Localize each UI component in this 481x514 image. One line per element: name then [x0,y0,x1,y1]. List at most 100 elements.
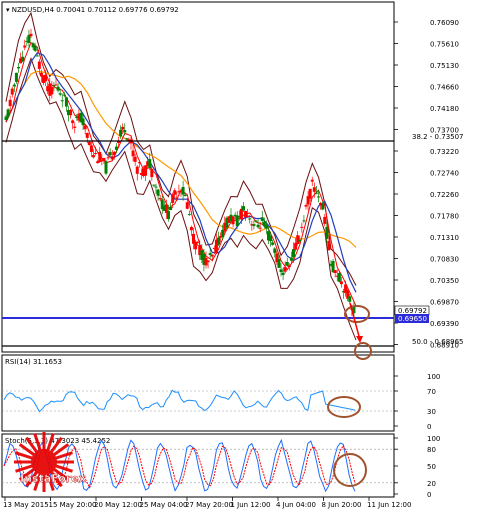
price-tick-label: 0.73700 [430,127,459,135]
stoch-signal-line [3,444,356,489]
price-tick-label: 0.74660 [430,84,459,92]
candle-body [208,253,212,256]
time-tick-label: 27 May 20:00 [185,501,233,509]
candle-body [33,45,37,51]
candle-body [244,211,248,218]
candle-body [285,262,289,266]
candle-body [217,237,220,245]
candle-body [237,216,241,218]
candle-body [231,216,235,225]
rsi-tick-label: 0 [427,423,431,431]
candle-body [144,165,148,176]
candle-body [127,139,131,141]
candle-body [271,242,275,245]
support-price-label: 0.69650 [398,315,427,323]
watermark-text: InstaForex [20,472,86,485]
candle-body [54,84,58,86]
stoch-tick-label: 0 [427,491,431,499]
candle-body [306,196,310,205]
candle-body [298,239,302,242]
candle-body [108,152,112,156]
candle-body [169,206,173,211]
candle-body [27,35,31,44]
candle-body [348,296,352,302]
candle-body [173,190,177,195]
candle-body [344,284,348,294]
candle-body [204,257,208,266]
candle-body [58,93,62,95]
candle-body [292,249,295,258]
candle-body [229,214,233,222]
price-tick-label: 0.71780 [430,213,459,221]
candle-body [23,45,27,48]
candle-body [121,126,125,130]
price-tick-label: 0.71310 [430,234,459,242]
candle-body [206,260,210,263]
candle-body [4,116,8,121]
candle-body [162,205,166,211]
candle-body [167,211,170,220]
candle-body [46,86,50,92]
candle-body [219,235,223,238]
time-tick-label: 1 Jun 12:00 [231,501,271,509]
candle-body [77,113,81,121]
candle-body [21,56,25,62]
rsi-panel[interactable] [1,354,395,432]
candle-body [289,257,293,261]
candle-body [10,88,14,95]
candle-body [250,224,254,226]
candle-body [325,226,329,239]
price-tick-label: 0.69870 [430,299,459,307]
price-plot [4,11,357,341]
bollinger-lower-line [5,57,357,341]
candle-body [296,235,300,245]
candle-body [35,55,39,57]
stoch-tick-label: 20 [427,480,436,488]
candle-body [87,141,91,146]
candle-body [352,306,356,314]
candle-body [148,159,152,168]
candle-body [142,168,145,177]
price-tick-label: 0.72740 [430,170,459,178]
candle-body [321,203,325,210]
candle-body [223,222,227,232]
candle-body [248,218,252,220]
candle-body [246,215,250,217]
candle-body [342,291,345,293]
candle-body [104,161,108,174]
candle-body [12,84,16,87]
candle-body [100,160,104,162]
candle-body [179,190,183,192]
annotation-arrow [349,302,361,341]
candle-body [81,118,85,126]
candle-body [300,226,304,228]
candle-body [196,241,200,243]
candle-body [156,189,160,196]
candle-body [160,199,164,210]
candle-body [319,202,323,206]
annotation-circle-stoch [333,453,367,487]
current-price-label: 0.69792 [398,307,427,315]
candle-body [317,196,320,198]
candle-body [312,187,316,192]
candle-body [42,75,45,83]
candle-body [210,254,214,257]
candle-body [277,259,281,268]
rsi-tick-label: 100 [427,373,440,381]
candle-body [310,179,314,182]
rsi-plot [3,389,356,413]
stoch-plot [3,438,356,493]
candle-body [106,157,110,159]
rsi-tick-label: 70 [427,388,436,396]
candle-body [71,120,75,124]
candle-body [273,248,277,253]
price-tick-label: 0.75130 [430,62,459,70]
candle-body [29,33,33,37]
candle-body [158,198,162,200]
price-tick-label: 0.72260 [430,191,459,199]
candle-body [264,224,268,229]
fib-382-label: 38.2 - 0.73507 [412,133,464,141]
rsi-line [3,389,356,413]
main-panel[interactable] [1,1,395,353]
